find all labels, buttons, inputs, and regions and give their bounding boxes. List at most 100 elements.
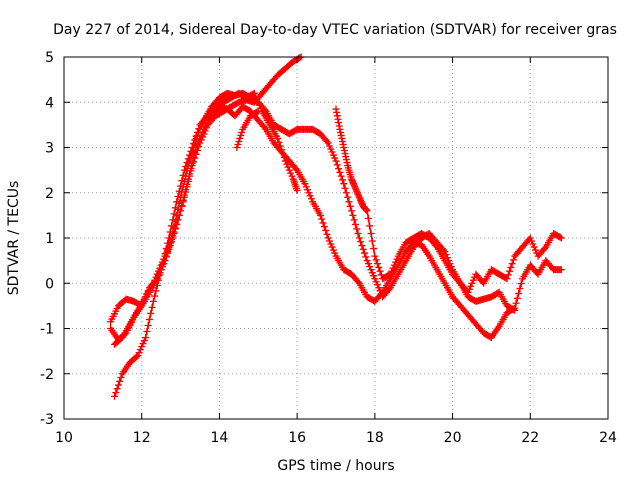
data-point xyxy=(363,207,371,215)
data-point xyxy=(507,263,515,271)
data-point xyxy=(529,240,537,248)
series-track-d xyxy=(111,53,305,348)
data-point xyxy=(170,228,178,236)
data-point xyxy=(359,245,367,253)
data-point xyxy=(326,142,334,150)
data-point xyxy=(142,334,150,342)
data-point xyxy=(327,145,335,153)
y-tick-label: -2 xyxy=(40,367,54,383)
data-point xyxy=(528,237,536,245)
data-point xyxy=(371,252,379,260)
data-point xyxy=(368,237,376,245)
data-point xyxy=(135,349,143,357)
data-point xyxy=(193,147,201,155)
data-point xyxy=(238,128,246,136)
data-point xyxy=(358,242,366,250)
data-point xyxy=(151,292,159,300)
data-point xyxy=(316,211,324,219)
data-point xyxy=(468,279,476,287)
data-point xyxy=(338,176,346,184)
x-tick-label: 18 xyxy=(366,430,384,446)
data-point xyxy=(557,234,565,242)
data-point xyxy=(155,267,163,275)
x-tick-label: 20 xyxy=(444,430,462,446)
data-point xyxy=(117,374,125,382)
data-point xyxy=(196,139,204,147)
data-point xyxy=(353,225,361,233)
data-point xyxy=(367,266,375,274)
y-axis-label: SDTVAR / TECUs xyxy=(6,181,22,296)
data-point xyxy=(112,389,120,397)
series-track-e xyxy=(233,107,262,151)
data-layer xyxy=(107,53,565,400)
data-point xyxy=(346,202,354,210)
data-point xyxy=(350,216,358,224)
data-point xyxy=(386,270,394,278)
data-point xyxy=(385,271,393,279)
data-point xyxy=(385,285,393,293)
data-point xyxy=(254,107,262,115)
data-point xyxy=(307,195,315,203)
data-point xyxy=(190,144,198,151)
data-point xyxy=(153,270,161,278)
data-point xyxy=(337,172,345,180)
data-point xyxy=(319,219,327,227)
data-point xyxy=(556,233,564,241)
data-point xyxy=(348,207,356,215)
data-point xyxy=(162,249,170,257)
data-point xyxy=(376,267,384,275)
data-point xyxy=(393,255,401,263)
data-point xyxy=(111,392,119,400)
data-point xyxy=(195,143,203,151)
data-point xyxy=(531,246,539,254)
data-point xyxy=(557,266,565,274)
data-point xyxy=(191,154,199,162)
data-point xyxy=(171,224,179,232)
data-point xyxy=(149,297,157,305)
data-point xyxy=(234,140,242,148)
data-point xyxy=(324,139,332,147)
data-point xyxy=(504,271,512,279)
data-point xyxy=(148,303,156,311)
data-point xyxy=(513,294,521,302)
data-point xyxy=(166,239,174,247)
data-point xyxy=(287,169,295,177)
data-point xyxy=(233,144,241,151)
data-point xyxy=(301,180,309,188)
x-tick-label: 16 xyxy=(288,430,306,446)
data-point xyxy=(134,352,142,360)
data-point xyxy=(354,229,362,237)
data-point xyxy=(253,108,261,116)
y-tick-label: -1 xyxy=(40,322,54,338)
data-point xyxy=(173,220,181,228)
data-point xyxy=(512,299,520,307)
data-point xyxy=(182,188,190,196)
data-point xyxy=(183,183,191,191)
grid xyxy=(64,57,608,419)
series-track-c xyxy=(107,89,519,326)
data-point xyxy=(368,269,376,277)
data-point xyxy=(139,340,147,348)
x-axis-label: GPS time / hours xyxy=(277,458,394,474)
data-point xyxy=(366,263,374,271)
chart-title: Day 227 of 2014, Sidereal Day-to-day VTE… xyxy=(53,22,617,38)
data-point xyxy=(329,151,337,159)
data-point xyxy=(202,124,210,132)
data-point xyxy=(164,246,172,254)
data-point xyxy=(140,337,148,345)
data-point xyxy=(193,131,201,139)
data-point xyxy=(516,285,524,293)
data-point xyxy=(362,253,370,261)
data-point xyxy=(354,278,362,286)
data-point xyxy=(293,186,301,194)
data-point xyxy=(324,234,332,242)
data-point xyxy=(373,281,381,289)
data-point xyxy=(169,232,177,240)
data-point xyxy=(190,158,198,166)
y-tick-label: 2 xyxy=(45,186,54,202)
data-point xyxy=(292,165,300,173)
data-point xyxy=(160,255,168,263)
data-point xyxy=(388,267,396,275)
